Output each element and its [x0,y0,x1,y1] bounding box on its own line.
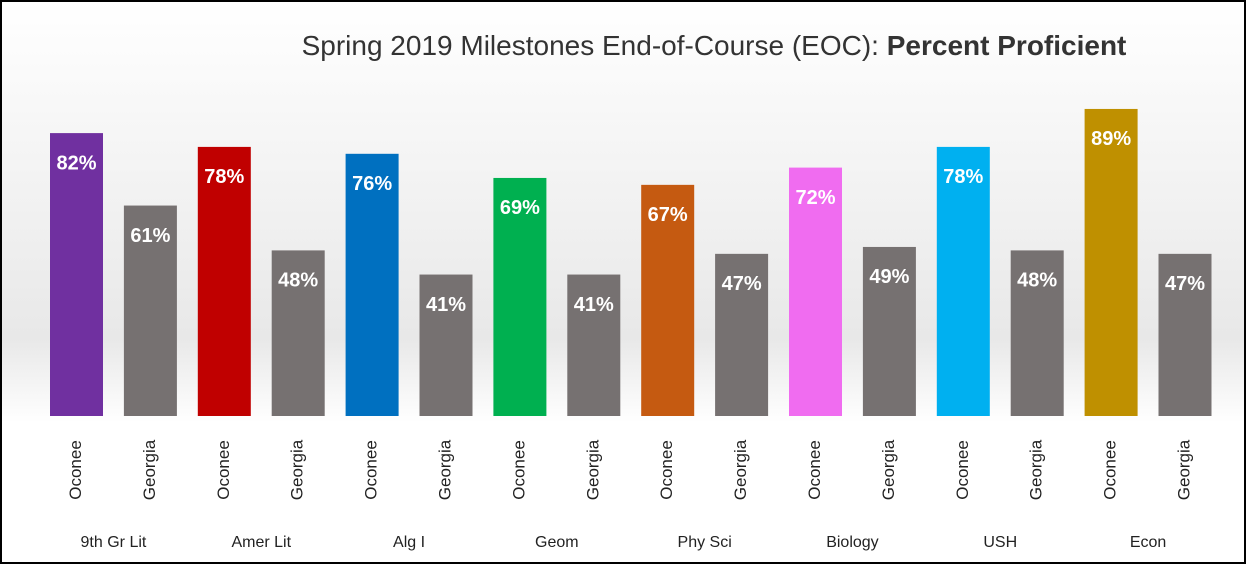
value-label: 72% [795,187,835,209]
value-label: 82% [56,152,96,174]
bar [715,253,769,416]
bar [936,146,990,416]
bar [641,184,695,416]
value-label: 47% [722,273,762,295]
bar [862,246,916,416]
value-label: 89% [1091,128,1131,150]
series-label: Georgia [288,439,307,500]
bar [123,205,177,416]
category-label: USH [983,534,1017,551]
bar [419,274,473,416]
title-bold: Percent Proficient [887,30,1127,61]
series-label: Oconee [509,440,528,500]
series-label: Georgia [731,439,750,500]
series-label: Oconee [1101,440,1120,500]
bar [197,146,251,416]
series-label: Oconee [805,440,824,500]
series-label: Oconee [657,440,676,500]
bar [271,250,325,416]
series-label: Oconee [214,440,233,500]
category-label: Econ [1130,534,1166,551]
bar [1084,108,1138,416]
bar [345,153,399,417]
series-label: Georgia [1174,439,1193,500]
series-label: Georgia [583,439,602,500]
value-label: 48% [278,270,318,292]
series-label: Georgia [879,439,898,500]
value-label: 76% [352,173,392,195]
bar [1010,250,1064,416]
bar [567,274,621,416]
series-label: Oconee [66,440,85,500]
series-label: Oconee [362,440,381,500]
category-label: 9th Gr Lit [81,534,147,551]
value-label: 47% [1165,273,1205,295]
value-label: 67% [648,204,688,226]
category-label: Amer Lit [231,534,291,551]
value-label: 69% [500,197,540,219]
category-label: Alg I [393,534,425,551]
bar [1158,253,1212,416]
series-label: Georgia [1027,439,1046,500]
category-label: Phy Sci [678,534,732,551]
value-label: 78% [943,166,983,188]
bar [493,177,547,416]
bar [50,133,103,416]
series-label: Georgia [435,439,454,500]
chart-title: Spring 2019 Milestones End-of-Course (EO… [302,30,1127,61]
value-label: 41% [426,294,466,316]
series-label: Georgia [140,439,159,500]
value-label: 61% [130,225,170,247]
value-label: 48% [1017,270,1057,292]
value-label: 78% [204,166,244,188]
value-label: 41% [574,294,614,316]
category-label: Geom [535,534,579,551]
value-label: 49% [869,266,909,288]
bar [789,167,842,416]
category-label: Biology [826,534,878,551]
series-label: Oconee [953,440,972,500]
title-text: Spring 2019 Milestones End-of-Course (EO… [302,30,879,61]
